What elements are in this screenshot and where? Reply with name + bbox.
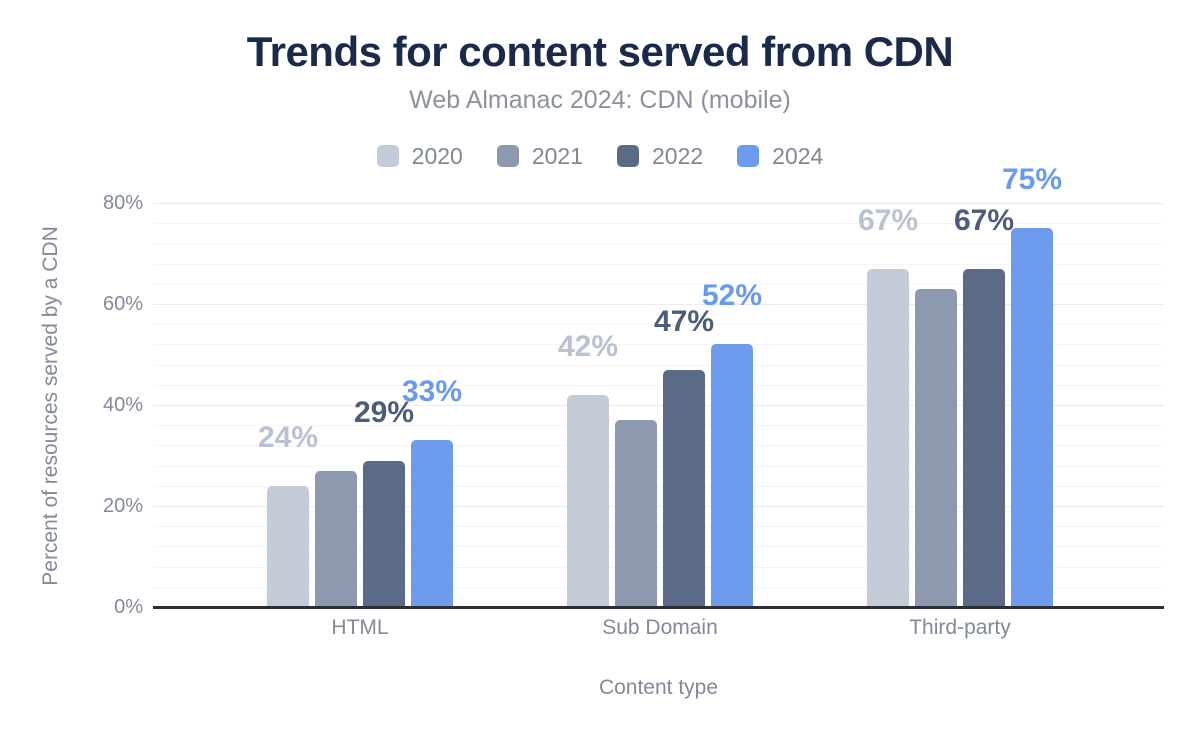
gridline xyxy=(153,586,1164,588)
bar-value-label-2022-html: 29% xyxy=(353,395,415,429)
bar-value-label-2020-html: 24% xyxy=(257,420,319,454)
y-tick-label: 40% xyxy=(102,394,143,416)
gridline xyxy=(153,364,1164,366)
legend-swatch-2020 xyxy=(376,145,399,167)
bar-2021-third-party[interactable] xyxy=(915,288,957,607)
gridline xyxy=(153,566,1164,568)
gridline xyxy=(153,546,1164,548)
x-category-label-sub-domain: Sub Domain xyxy=(602,616,718,639)
gridline xyxy=(153,506,1164,507)
x-axis-line xyxy=(153,606,1164,609)
legend-item-2022[interactable]: 2022 xyxy=(617,143,703,170)
bar-value-label-2024-html: 33% xyxy=(401,375,463,409)
gridline xyxy=(153,344,1164,346)
gridline xyxy=(153,223,1164,225)
gridline xyxy=(153,445,1164,447)
gridline xyxy=(153,485,1164,487)
bar-value-label-2020-third-party: 67% xyxy=(857,203,919,237)
y-tick-label: 20% xyxy=(102,495,143,517)
legend-label-2022: 2022 xyxy=(652,142,704,169)
legend-item-2020[interactable]: 2020 xyxy=(376,142,463,170)
gridline xyxy=(153,203,1164,204)
bar-2020-sub-domain[interactable] xyxy=(567,394,609,607)
bar-2024-html[interactable] xyxy=(411,440,453,607)
gridline xyxy=(153,243,1164,245)
bar-2022-sub-domain[interactable] xyxy=(663,369,705,607)
x-axis-title: Content type xyxy=(598,676,719,699)
chart-title: Trends for content served from CDN xyxy=(246,28,954,75)
gridline xyxy=(153,384,1164,386)
chart-subtitle: Web Almanac 2024: CDN (mobile) xyxy=(409,86,791,114)
bar-value-label-2024-sub-domain: 52% xyxy=(701,279,763,313)
legend-swatch-2022 xyxy=(617,145,639,167)
gridline xyxy=(153,324,1164,326)
gridline xyxy=(153,526,1164,528)
gridline xyxy=(153,405,1164,406)
bar-value-label-2022-third-party: 67% xyxy=(953,203,1015,237)
gridline xyxy=(153,465,1164,467)
bar-value-label-2020-sub-domain: 42% xyxy=(557,329,619,363)
bar-2024-sub-domain[interactable] xyxy=(711,344,753,607)
y-tick-label: 80% xyxy=(102,192,143,214)
bar-2020-third-party[interactable] xyxy=(867,268,909,607)
gridline xyxy=(153,304,1164,305)
y-tick-label: 0% xyxy=(114,596,143,618)
bar-2022-html[interactable] xyxy=(363,460,405,607)
legend-item-2024[interactable]: 2024 xyxy=(737,143,823,170)
y-tick-label: 60% xyxy=(102,293,143,315)
gridline xyxy=(153,283,1164,285)
bar-2021-sub-domain[interactable] xyxy=(615,420,657,607)
x-category-label-html: HTML xyxy=(331,616,389,639)
gridline xyxy=(153,425,1164,427)
bar-2020-html[interactable] xyxy=(267,485,309,607)
legend-label-2024: 2024 xyxy=(772,142,824,169)
bar-2021-html[interactable] xyxy=(315,470,357,607)
legend: 2020 2021 2022 2024 xyxy=(0,141,1200,171)
legend-swatch-2021 xyxy=(496,145,519,167)
x-category-label-third-party: Third-party xyxy=(909,616,1011,639)
legend-label-2021: 2021 xyxy=(531,142,583,169)
bar-value-label-2024-third-party: 75% xyxy=(1001,163,1063,197)
legend-item-2021[interactable]: 2021 xyxy=(496,142,583,170)
legend-swatch-2024 xyxy=(737,145,760,167)
bar-value-label-2022-sub-domain: 47% xyxy=(653,304,715,338)
gridline xyxy=(153,263,1164,265)
bar-2024-third-party[interactable] xyxy=(1011,228,1053,607)
bar-2022-third-party[interactable] xyxy=(963,268,1005,607)
legend-label-2020: 2020 xyxy=(411,142,463,169)
